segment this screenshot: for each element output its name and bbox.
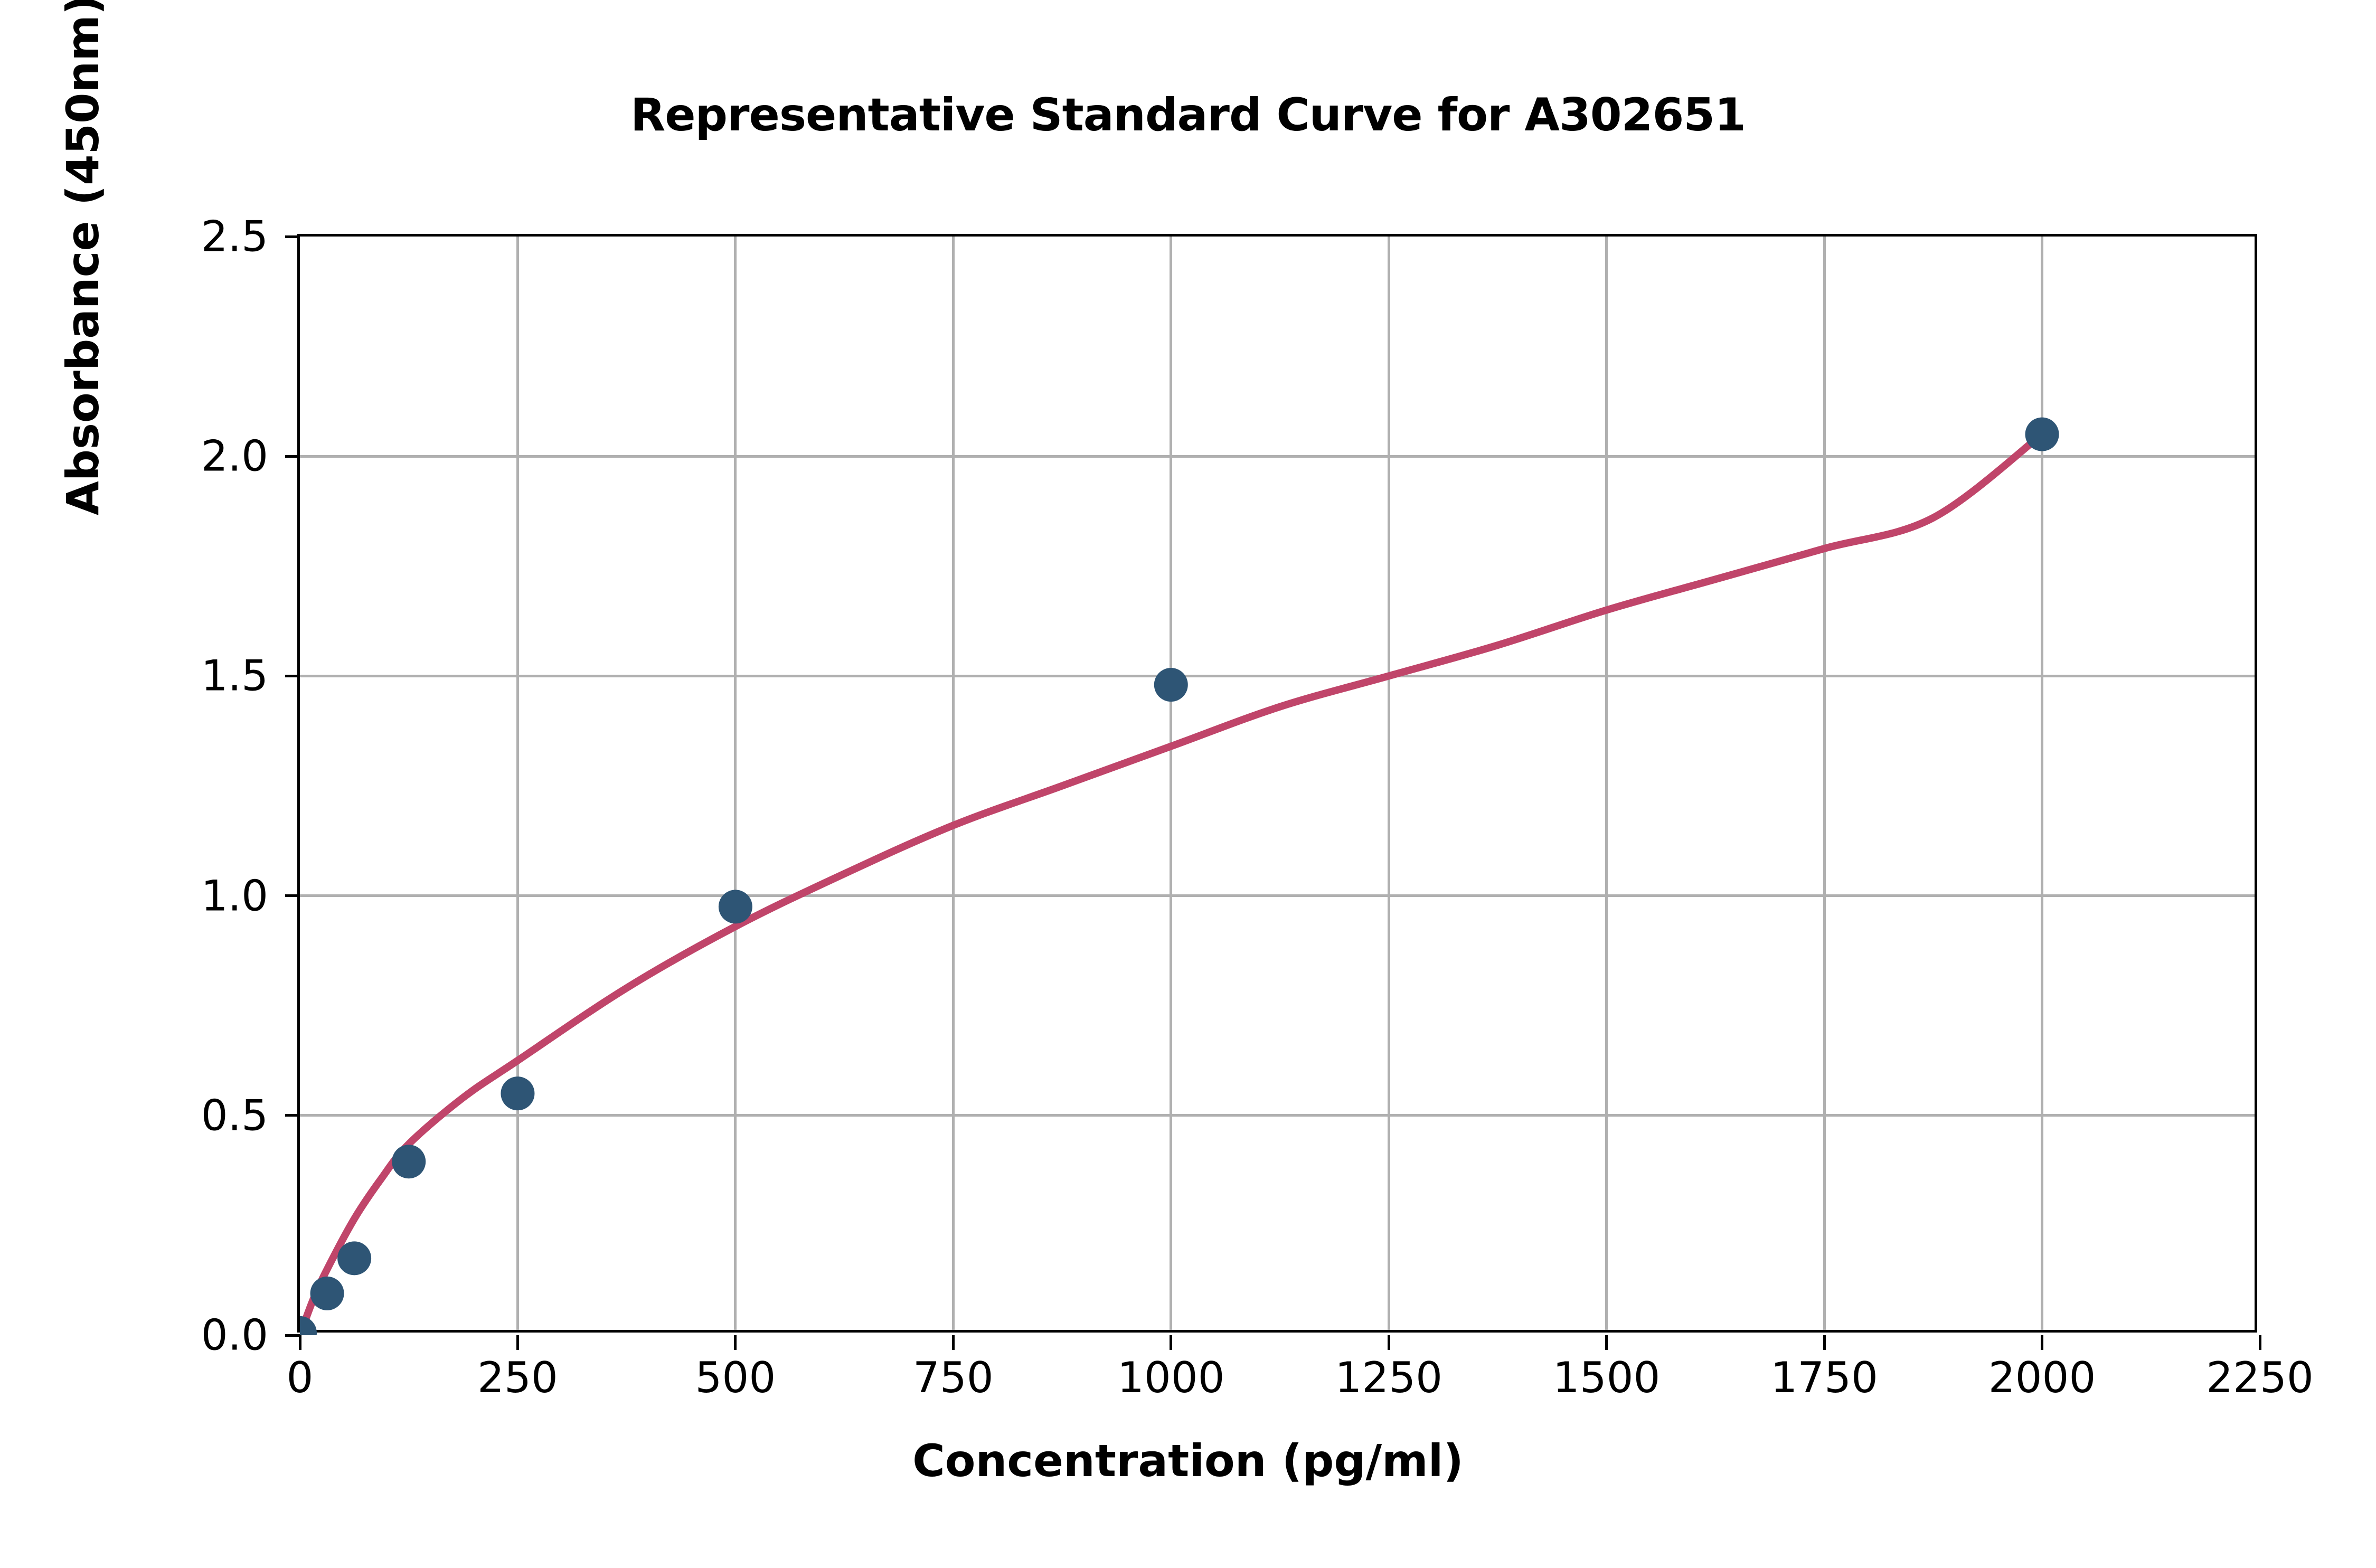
gridline-vertical [1387,237,1390,1330]
x-axis-tick [2041,1335,2044,1350]
gridline-vertical [1170,237,1173,1330]
x-axis-tick-label: 1750 [1770,1353,1878,1402]
y-axis-tick-label: 2.0 [201,431,268,481]
y-axis-tick [285,455,300,458]
gridline-horizontal [300,1114,2255,1117]
x-axis-tick-label: 750 [912,1353,994,1402]
y-axis-tick [285,1114,300,1117]
x-axis-tick [951,1335,955,1350]
y-axis-tick-label: 2.5 [201,212,268,261]
gridline-horizontal [300,455,2255,458]
x-axis-tick-label: 1000 [1117,1353,1225,1402]
plot-inner: 0 250 500 750 1000 1250 1500 1750 2000 2250 0.0 0.5… [201,212,2314,1403]
gridline-vertical [951,237,955,1330]
y-axis-label: Absorbance (450nm) [57,0,109,516]
y-axis-tick-label: 1.5 [201,651,268,701]
gridline-horizontal [300,674,2255,677]
y-axis-tick-label: 0.5 [201,1091,268,1140]
x-axis-tick [298,1335,301,1350]
y-axis-tick [285,894,300,898]
chart-canvas [300,417,2059,1335]
x-axis-label: Concentration (pg/ml) [912,1435,1464,1487]
gridline-vertical [2041,237,2044,1330]
x-axis-tick [516,1335,519,1350]
data-point-marker [300,1316,317,1335]
x-axis-tick [2258,1335,2261,1350]
x-axis-tick-label: 2250 [2206,1353,2314,1402]
x-axis-tick [1387,1335,1390,1350]
x-axis-tick-label: 1250 [1335,1353,1443,1402]
gridline-vertical [516,237,519,1330]
plot-area: 0 250 500 750 1000 1250 1500 1750 2000 2250 0.0 0.5… [201,212,2314,1403]
gridline-horizontal [300,894,2255,898]
y-axis-tick-label: 1.0 [201,871,268,921]
x-axis-tick [1605,1335,1608,1350]
gridline-vertical [734,237,737,1330]
gridline-vertical [1605,237,1608,1330]
data-point-marker [337,1241,372,1276]
x-axis-tick-label: 2000 [1988,1353,2096,1402]
page-title: Representative Standard Curve for A30265… [630,89,1746,141]
data-point-marker [392,1145,426,1179]
x-axis-tick-label: 250 [477,1353,558,1402]
data-point-marker [310,1276,344,1310]
x-axis-tick [1170,1335,1173,1350]
x-axis-tick-label: 0 [286,1353,314,1402]
data-point-marker [501,1076,535,1111]
x-axis-tick [1823,1335,1826,1350]
fitted-curve-line [300,430,2046,1335]
y-axis-tick [285,674,300,677]
x-axis-tick [734,1335,737,1350]
gridline-vertical [1823,237,1826,1330]
x-axis-tick-label: 1500 [1552,1353,1661,1402]
y-axis-tick [285,235,300,238]
y-axis-tick [285,1334,300,1337]
data-point-marker [718,890,752,924]
data-point-marker [1154,668,1188,702]
data-point-marker [2025,417,2059,451]
y-axis-tick-label: 0.0 [201,1310,268,1360]
x-axis-tick-label: 500 [695,1353,776,1402]
